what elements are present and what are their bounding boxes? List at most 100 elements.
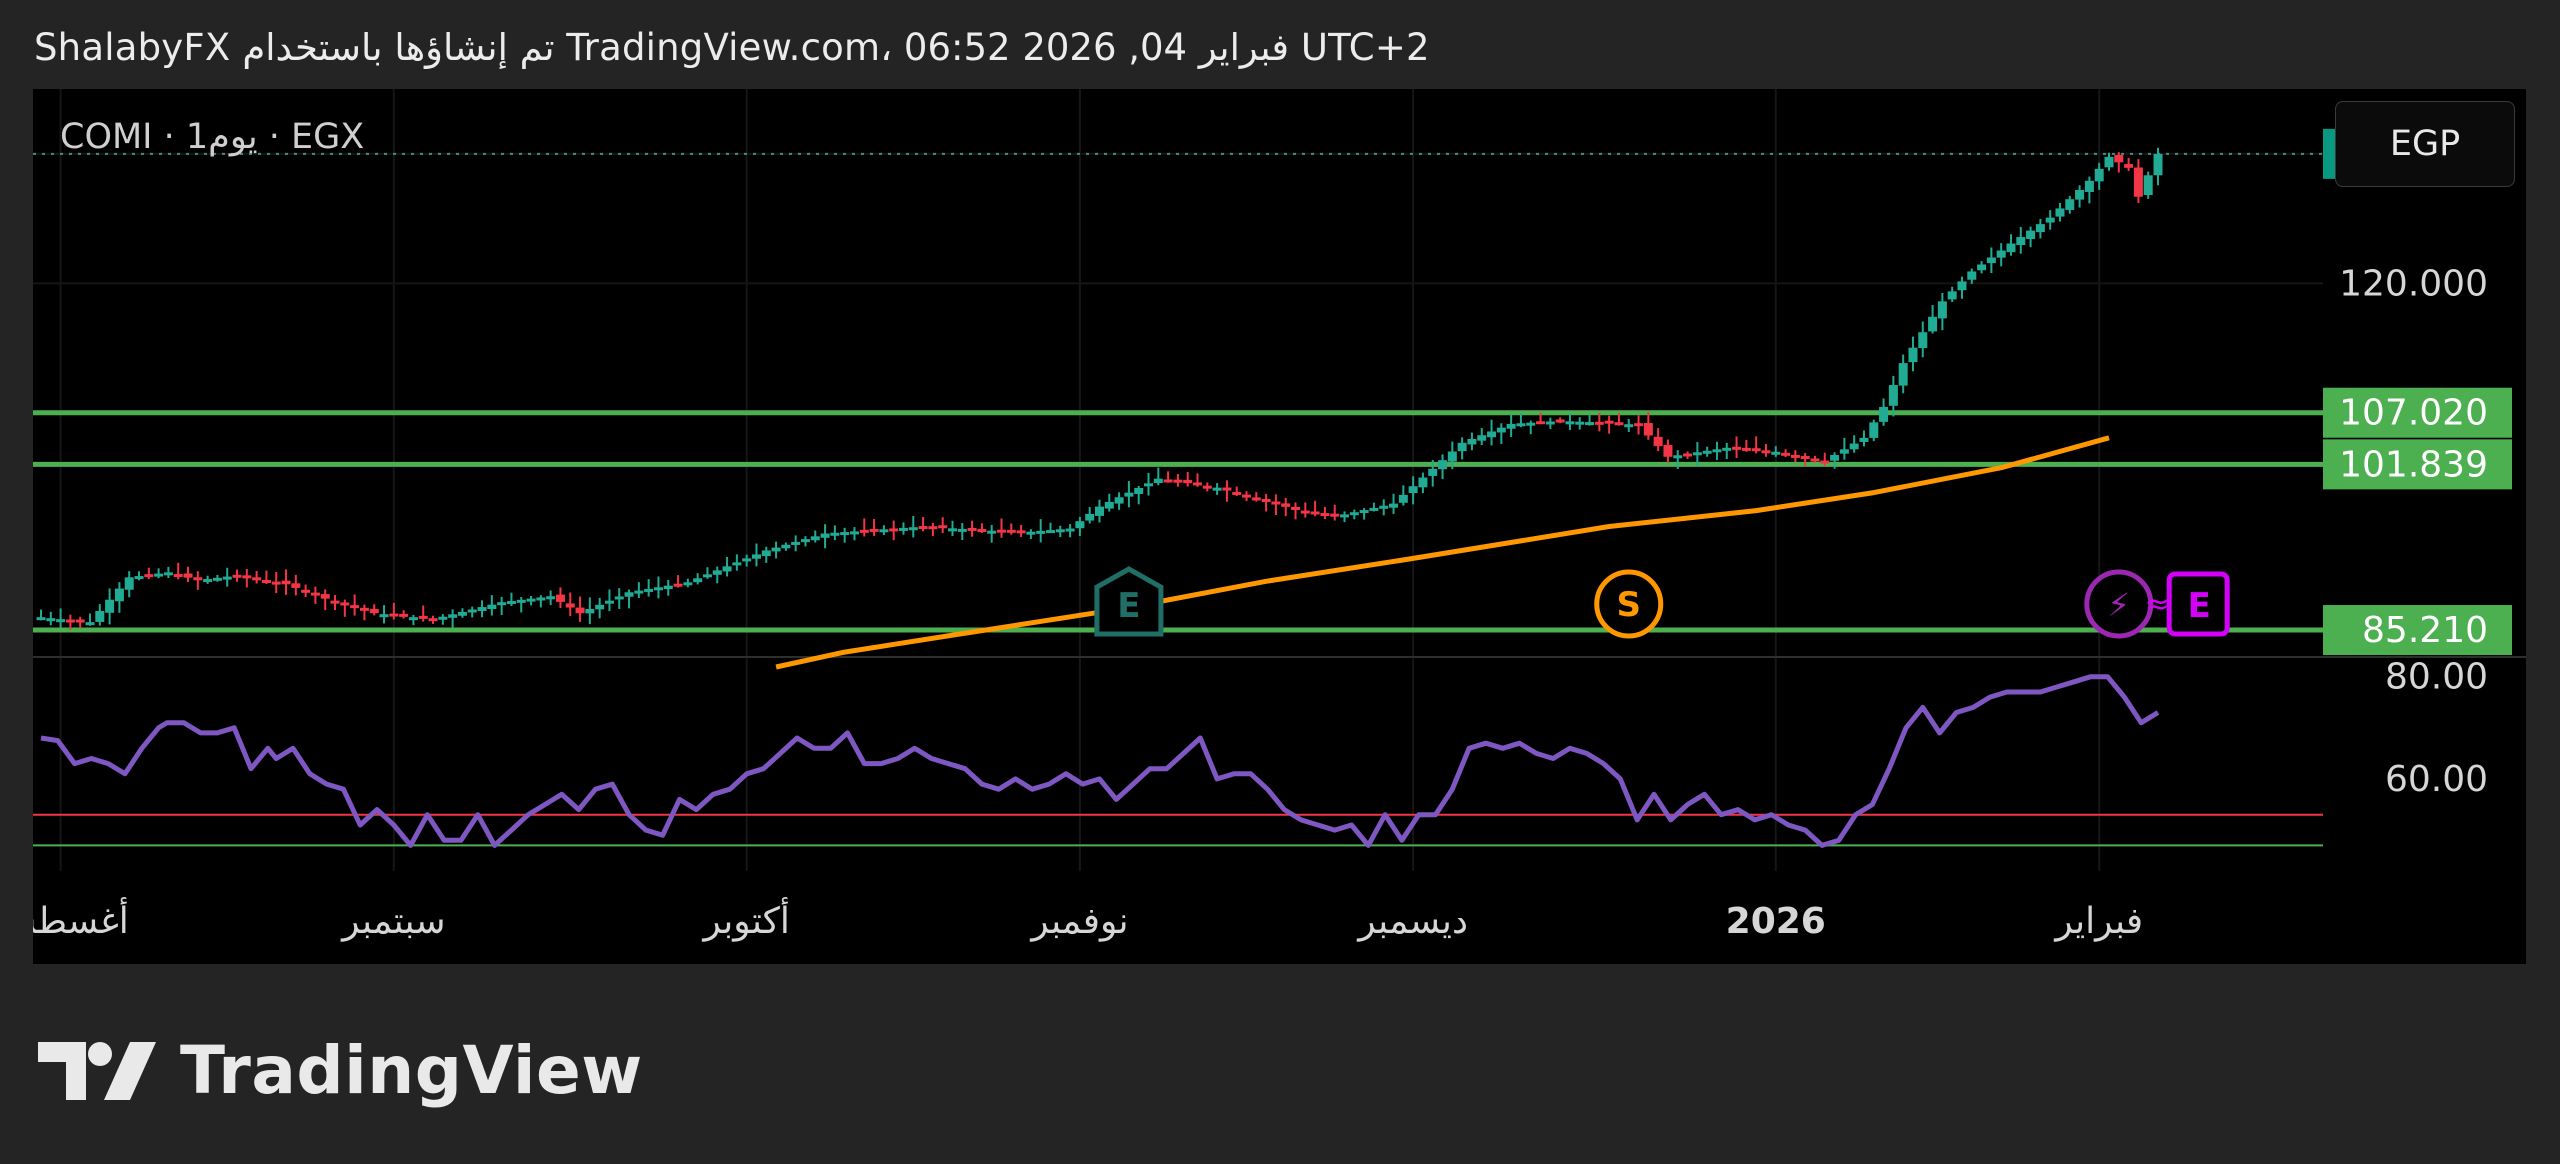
chart-grid (33, 89, 2526, 871)
candle-body (1036, 530, 1046, 534)
support-level-label: 101.839 (2339, 444, 2488, 485)
tradingview-logo-icon (38, 1041, 156, 1100)
candle-body (1300, 510, 1310, 514)
candle-body (95, 610, 105, 622)
candle-body (1506, 423, 1516, 429)
candle-body (1359, 510, 1369, 514)
chart-caption: ShalabyFX تم إنشاؤها باستخدام TradingVie… (34, 26, 1430, 69)
candle-body (1653, 436, 1663, 447)
candle-body (1771, 451, 1781, 455)
candle-body (1820, 460, 1830, 464)
candle-body (2114, 154, 2124, 163)
candle-body (2143, 175, 2153, 196)
candle-body (781, 544, 791, 549)
candle-body (1026, 531, 1036, 535)
candle-body (2084, 180, 2094, 192)
candle-body (996, 529, 1006, 533)
support-level-label-bg (2323, 605, 2512, 656)
chart-svg[interactable]: ES⚡≈E 133.000120.000107.020101.83985.210… (33, 89, 2526, 964)
event-badges[interactable]: E S ⚡ ≈ E (1094, 566, 2230, 639)
brand[interactable]: TradingView (38, 1032, 643, 1109)
candle-body (1545, 421, 1555, 425)
candle-body (477, 607, 487, 612)
dividend-badge-icon[interactable]: ⚡ (2084, 569, 2154, 639)
candle-body (771, 547, 781, 552)
candle-body (2075, 189, 2085, 200)
split-badge-icon[interactable]: S (1594, 569, 1664, 639)
candles (36, 147, 2163, 630)
candle-body (1673, 455, 1683, 459)
news-badge-icon[interactable]: ≈ E (2145, 571, 2230, 637)
candle-body (1604, 420, 1614, 424)
candle-body (1643, 423, 1653, 436)
candle-body (1271, 501, 1281, 505)
candle-body (1340, 514, 1350, 518)
rsi-tick-label: 60.00 (2385, 759, 2488, 800)
candle-body (2104, 156, 2114, 168)
candle-body (791, 541, 801, 545)
candle-body (2153, 153, 2163, 176)
time-tick-label: ديسمبر (1356, 901, 1468, 942)
candle-body (800, 539, 810, 543)
candle-body (1996, 250, 2006, 258)
candle-body (565, 603, 575, 608)
candle-body (1330, 513, 1340, 517)
candle-body (124, 577, 134, 590)
candle-body (1222, 487, 1232, 491)
candle-body (1516, 423, 1526, 427)
candle-body (1849, 443, 1859, 450)
candle-body (1967, 271, 1977, 280)
earnings-badge-label: E (1117, 586, 1140, 626)
candle-body (1144, 483, 1154, 487)
rsi-tick-label: 80.00 (2385, 657, 2488, 698)
candle-body (2065, 199, 2075, 210)
candle-body (1085, 513, 1095, 521)
currency-button[interactable]: EGP (2335, 101, 2515, 187)
candle-body (1261, 498, 1271, 502)
candle-body (555, 594, 565, 602)
earnings-badge-icon[interactable]: E (1094, 566, 1164, 637)
candle-body (1594, 421, 1604, 425)
news-badge-label: E (2188, 586, 2211, 626)
candle-body (1055, 529, 1065, 533)
chart-area[interactable]: ES⚡≈E 133.000120.000107.020101.83985.210… (33, 89, 2526, 964)
candle-body (1183, 479, 1193, 484)
candle-body (1790, 454, 1800, 458)
news-badge-wave: ≈ (2145, 587, 2170, 622)
candle-body (1918, 332, 1928, 349)
candle-body (105, 599, 115, 613)
candle-body (1898, 363, 1908, 386)
candle-body (281, 580, 291, 585)
candle-body (359, 607, 369, 611)
candle-body (506, 601, 516, 605)
candle-body (957, 528, 967, 532)
candle-body (1741, 447, 1751, 451)
candle-body (1536, 421, 1546, 425)
candle-body (810, 536, 820, 541)
candle-body (536, 597, 546, 601)
candle-body (467, 609, 477, 613)
candle-body (144, 574, 154, 578)
earnings-badge-shape (1094, 566, 1164, 637)
candle-body (261, 579, 271, 583)
candle-body (732, 562, 742, 566)
time-tick-label: 2026 (1726, 901, 1826, 942)
candle-body (1379, 505, 1389, 509)
price-axis: 133.000120.000107.020101.83985.21080.006… (2323, 128, 2512, 800)
candle-body (65, 619, 75, 623)
candle-body (1134, 487, 1144, 494)
candle-body (2055, 208, 2065, 217)
candle-body (653, 587, 663, 591)
candle-body (575, 607, 585, 614)
candle-body (595, 604, 605, 610)
candle-body (438, 616, 448, 620)
candle-body (859, 529, 869, 533)
candle-body (1702, 450, 1712, 454)
candle-body (252, 577, 262, 581)
candle-body (1418, 477, 1428, 488)
candle-body (487, 604, 497, 610)
candle-body (232, 574, 242, 578)
candle-body (340, 602, 350, 606)
candle-body (1369, 507, 1379, 511)
price-tick-label: 120.000 (2339, 263, 2488, 304)
